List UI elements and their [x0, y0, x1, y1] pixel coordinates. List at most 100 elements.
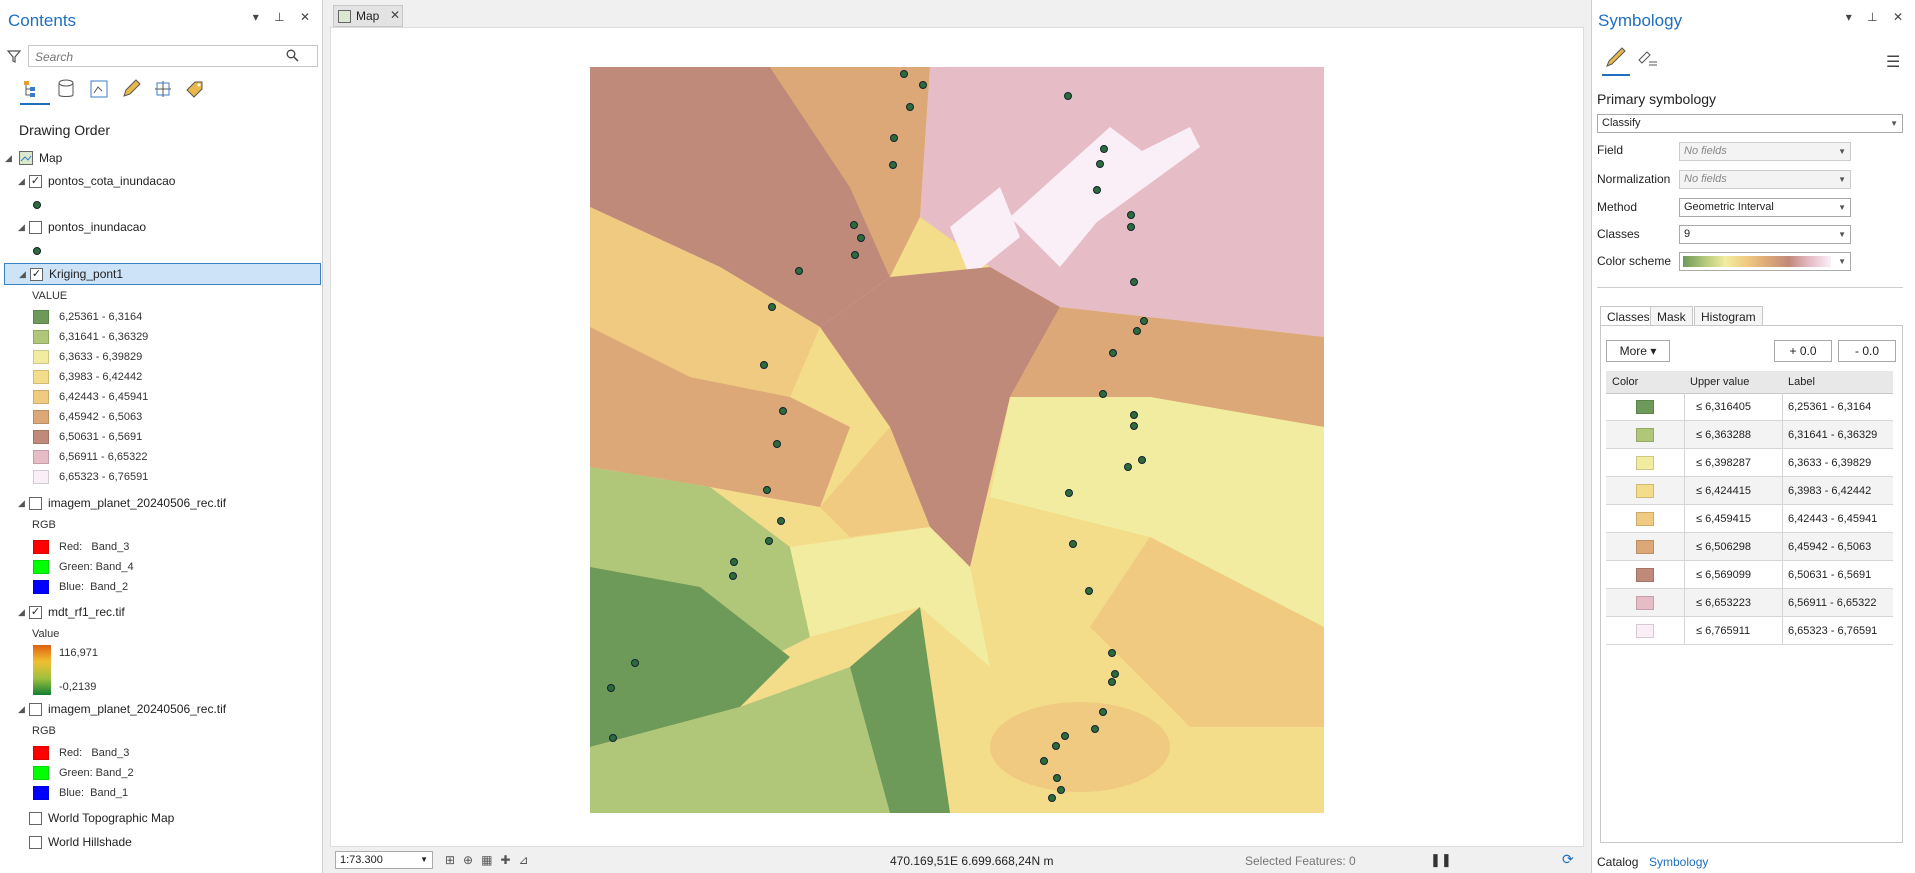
- map-point[interactable]: [1127, 211, 1135, 219]
- table-row[interactable]: ≤ 6,765911 6,65323 - 6,76591: [1606, 617, 1893, 645]
- normalization-dropdown[interactable]: No fields ▼: [1679, 170, 1851, 189]
- layer-imagem-planet-2[interactable]: ◢ imagem_planet_20240506_rec.tif: [0, 699, 323, 719]
- map-point[interactable]: [729, 572, 737, 580]
- class-color-swatch[interactable]: [1636, 540, 1654, 554]
- map-point[interactable]: [906, 103, 914, 111]
- class-swatch[interactable]: [33, 450, 49, 464]
- list-by-snapping-icon[interactable]: [152, 78, 174, 100]
- class-swatch[interactable]: [33, 350, 49, 364]
- class-color-swatch[interactable]: [1636, 624, 1654, 638]
- map-point[interactable]: [1108, 678, 1116, 686]
- list-by-editing-icon[interactable]: [120, 78, 142, 100]
- map-point[interactable]: [1096, 160, 1104, 168]
- class-label[interactable]: 6,56911 - 6,65322: [1788, 597, 1877, 609]
- map-point[interactable]: [765, 537, 773, 545]
- layer-visibility-checkbox[interactable]: [29, 221, 42, 234]
- search-box[interactable]: [28, 45, 318, 67]
- map-point[interactable]: [850, 221, 858, 229]
- band-swatch[interactable]: [33, 540, 49, 554]
- band-swatch[interactable]: [33, 746, 49, 760]
- map-point[interactable]: [900, 70, 908, 78]
- scale-selector[interactable]: 1:73.300 ▼: [335, 851, 433, 869]
- upper-value[interactable]: ≤ 6,506298: [1696, 541, 1751, 553]
- increment-button[interactable]: + 0.0: [1774, 340, 1832, 362]
- more-button[interactable]: More ▾: [1606, 340, 1670, 362]
- upper-value[interactable]: ≤ 6,765911: [1696, 625, 1751, 637]
- class-color-swatch[interactable]: [1636, 484, 1654, 498]
- class-label[interactable]: 6,50631 - 6,5691: [1788, 569, 1872, 581]
- map-point[interactable]: [763, 486, 771, 494]
- refresh-icon[interactable]: ⟳: [1562, 851, 1574, 867]
- tab-symbology[interactable]: Symbology: [1649, 855, 1709, 869]
- search-input[interactable]: [33, 47, 287, 67]
- collapse-icon[interactable]: ◢: [18, 607, 25, 617]
- layer-mdt[interactable]: ◢ ✓ mdt_rf1_rec.tif: [0, 602, 323, 622]
- table-row[interactable]: ≤ 6,398287 6,3633 - 6,39829: [1606, 449, 1893, 477]
- class-swatch[interactable]: [33, 370, 49, 384]
- layer-visibility-checkbox[interactable]: ✓: [30, 268, 43, 281]
- kriging-raster[interactable]: [590, 67, 1324, 813]
- upper-value[interactable]: ≤ 6,316405: [1696, 401, 1751, 413]
- color-scheme-dropdown[interactable]: ▼: [1679, 252, 1851, 271]
- layer-imagem-planet-1[interactable]: ◢ imagem_planet_20240506_rec.tif: [0, 493, 323, 513]
- table-row[interactable]: ≤ 6,569099 6,50631 - 6,5691: [1606, 561, 1893, 589]
- layer-visibility-checkbox[interactable]: [29, 812, 42, 825]
- list-by-selection-icon[interactable]: [88, 78, 110, 100]
- map-point[interactable]: [1069, 540, 1077, 548]
- class-color-swatch[interactable]: [1636, 596, 1654, 610]
- class-color-swatch[interactable]: [1636, 456, 1654, 470]
- map-point[interactable]: [1053, 774, 1061, 782]
- map-point[interactable]: [889, 161, 897, 169]
- collapse-icon[interactable]: ◢: [18, 222, 25, 232]
- layer-visibility-checkbox[interactable]: [29, 703, 42, 716]
- table-row[interactable]: ≤ 6,424415 6,3983 - 6,42442: [1606, 477, 1893, 505]
- search-icon[interactable]: [286, 49, 299, 62]
- layer-world-hillshade[interactable]: World Hillshade: [0, 832, 323, 852]
- class-color-swatch[interactable]: [1636, 512, 1654, 526]
- band-swatch[interactable]: [33, 766, 49, 780]
- map-point[interactable]: [1127, 223, 1135, 231]
- map-point[interactable]: [1099, 390, 1107, 398]
- contents-pane-controls[interactable]: ▾ ⊥ ✕: [252, 10, 316, 24]
- close-icon[interactable]: ✕: [390, 8, 401, 22]
- map-point[interactable]: [1109, 349, 1117, 357]
- map-point[interactable]: [1065, 489, 1073, 497]
- layer-kriging[interactable]: ◢ ✓ Kriging_pont1: [4, 263, 321, 285]
- map-point[interactable]: [919, 81, 927, 89]
- map-point[interactable]: [1091, 725, 1099, 733]
- map-point[interactable]: [631, 659, 639, 667]
- class-label[interactable]: 6,45942 - 6,5063: [1788, 541, 1872, 553]
- table-row[interactable]: ≤ 6,363288 6,31641 - 6,36329: [1606, 421, 1893, 449]
- class-swatch[interactable]: [33, 310, 49, 324]
- map-point[interactable]: [857, 234, 865, 242]
- map-point[interactable]: [773, 440, 781, 448]
- map-point[interactable]: [1057, 786, 1065, 794]
- class-color-swatch[interactable]: [1636, 568, 1654, 582]
- field-dropdown[interactable]: No fields ▼: [1679, 142, 1851, 161]
- symbology-pane-controls[interactable]: ▾ ⊥ ✕: [1845, 10, 1909, 24]
- table-row[interactable]: ≤ 6,506298 6,45942 - 6,5063: [1606, 533, 1893, 561]
- map-point[interactable]: [1085, 587, 1093, 595]
- layer-pontos-cota[interactable]: ◢ ✓ pontos_cota_inundacao: [0, 171, 323, 191]
- class-label[interactable]: 6,65323 - 6,76591: [1788, 625, 1878, 637]
- collapse-icon[interactable]: ◢: [5, 153, 12, 163]
- class-swatch[interactable]: [33, 330, 49, 344]
- class-label[interactable]: 6,25361 - 6,3164: [1788, 401, 1872, 413]
- upper-value[interactable]: ≤ 6,398287: [1696, 457, 1751, 469]
- map-point[interactable]: [760, 361, 768, 369]
- map-point[interactable]: [607, 684, 615, 692]
- list-by-labeling-icon[interactable]: [184, 78, 206, 100]
- class-swatch[interactable]: [33, 390, 49, 404]
- list-drawing-order-icon[interactable]: [22, 78, 44, 100]
- layer-visibility-checkbox[interactable]: ✓: [29, 175, 42, 188]
- class-swatch[interactable]: [33, 430, 49, 444]
- layer-world-topographic[interactable]: World Topographic Map: [0, 808, 323, 828]
- upper-value[interactable]: ≤ 6,569099: [1696, 569, 1751, 581]
- primary-symbology-icon[interactable]: [1604, 46, 1628, 70]
- method-dropdown[interactable]: Geometric Interval ▼: [1679, 198, 1851, 217]
- band-swatch[interactable]: [33, 580, 49, 594]
- table-row[interactable]: ≤ 6,653223 6,56911 - 6,65322: [1606, 589, 1893, 617]
- collapse-icon[interactable]: ◢: [19, 269, 26, 279]
- layer-visibility-checkbox[interactable]: ✓: [29, 606, 42, 619]
- class-color-swatch[interactable]: [1636, 428, 1654, 442]
